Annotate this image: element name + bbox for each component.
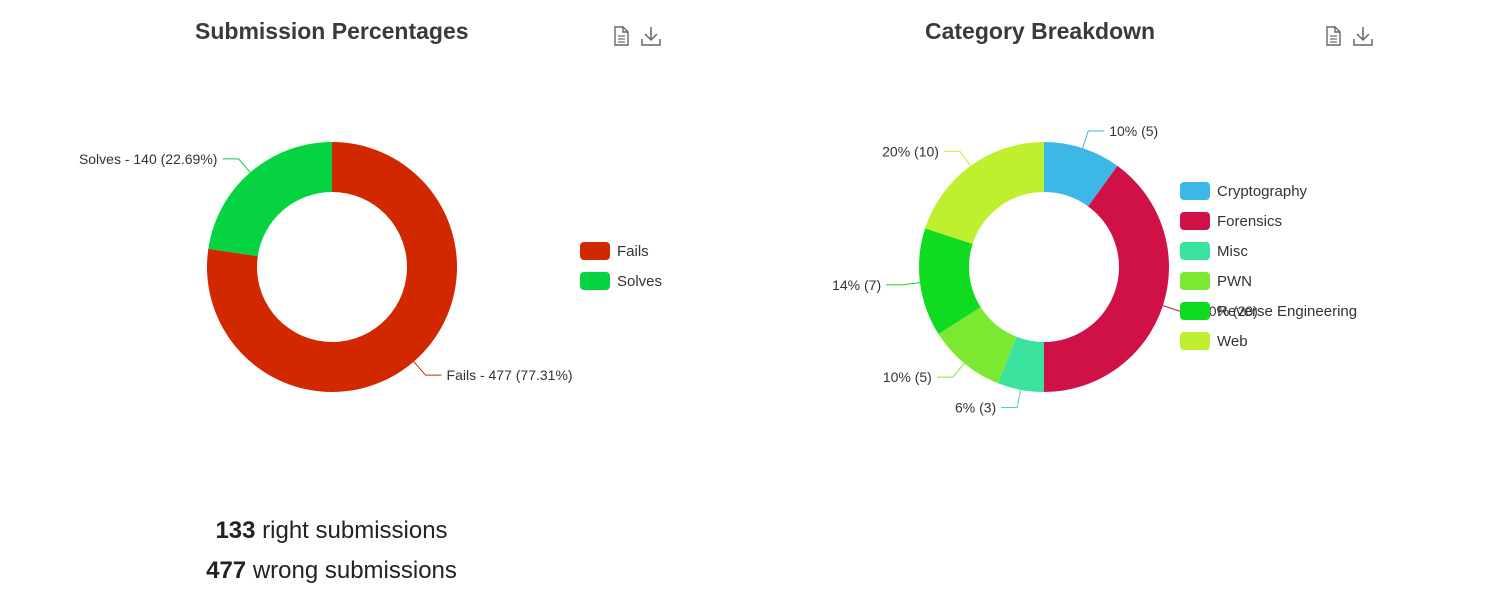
data-label-fails: Fails - 477 (77.31%) bbox=[447, 367, 573, 383]
right-submissions-count: 133 bbox=[215, 517, 256, 544]
slice-fails[interactable] bbox=[207, 142, 458, 392]
category-breakdown-panel: Category Breakdown 10% (5) 40% (20) 6% (3)… bbox=[740, 0, 1485, 602]
data-view-icon[interactable] bbox=[1322, 25, 1344, 47]
chart-title: Category Breakdown bbox=[925, 18, 1156, 44]
slice-pwn[interactable] bbox=[938, 307, 1017, 384]
label-line-reverse-engineering bbox=[886, 282, 921, 286]
label-line-web bbox=[943, 150, 971, 167]
chart-title: Submission Percentages bbox=[195, 18, 469, 44]
label-line-fails bbox=[413, 361, 442, 376]
right-submissions-summary: 133 right submissions bbox=[0, 517, 663, 545]
submission-percentages-panel: Submission Percentages Fails - 477 (77.3… bbox=[0, 0, 740, 602]
category-donut-chart: 10% (5) 40% (20) 6% (3) 10% (5) 14% (7) 20% (… bbox=[832, 123, 1357, 415]
data-label-cryptography: 10% (5) bbox=[1109, 123, 1158, 139]
wrong-submissions-label: wrong submissions bbox=[252, 557, 457, 584]
legend-swatch-misc[interactable] bbox=[1180, 242, 1210, 260]
data-label-forensics: 40% (20) bbox=[1201, 303, 1258, 319]
data-view-icon[interactable] bbox=[610, 25, 632, 47]
legend-label-reverse-engineering[interactable]: Reverse Engineering bbox=[1217, 303, 1357, 320]
slice-misc[interactable] bbox=[997, 336, 1044, 392]
slice-web[interactable] bbox=[925, 142, 1044, 244]
download-icon[interactable] bbox=[1352, 25, 1374, 47]
legend-label-forensics[interactable]: Forensics bbox=[1217, 213, 1282, 230]
legend-label-web[interactable]: Web bbox=[1217, 333, 1248, 350]
label-line-misc bbox=[1001, 389, 1022, 408]
wrong-submissions-count: 477 bbox=[206, 557, 247, 584]
legend-swatch-reverse-engineering[interactable] bbox=[1180, 302, 1210, 320]
slice-forensics[interactable] bbox=[1044, 165, 1169, 392]
legend-label-cryptography[interactable]: Cryptography bbox=[1217, 183, 1308, 200]
submission-donut-chart: Fails - 477 (77.31%) Solves - 140 (22.69%… bbox=[79, 142, 662, 392]
legend-label-misc[interactable]: Misc bbox=[1217, 243, 1248, 260]
legend-swatch-cryptography[interactable] bbox=[1180, 182, 1210, 200]
legend-swatch-pwn[interactable] bbox=[1180, 272, 1210, 290]
slice-cryptography[interactable] bbox=[1044, 142, 1118, 207]
data-label-reverse-engineering: 14% (7) bbox=[832, 277, 881, 293]
label-line-solves bbox=[222, 158, 251, 173]
right-submissions-label: right submissions bbox=[262, 517, 448, 544]
data-label-pwn: 10% (5) bbox=[883, 369, 932, 385]
download-icon[interactable] bbox=[640, 25, 662, 47]
data-label-web: 20% (10) bbox=[882, 143, 939, 159]
label-line-cryptography bbox=[1082, 130, 1105, 149]
data-label-misc: 6% (3) bbox=[955, 399, 996, 415]
legend-label-solves[interactable]: Solves bbox=[617, 273, 662, 290]
legend-label-fails[interactable]: Fails bbox=[617, 243, 649, 260]
legend-swatch-web[interactable] bbox=[1180, 332, 1210, 350]
data-label-solves: Solves - 140 (22.69%) bbox=[79, 151, 218, 167]
legend-swatch-solves[interactable] bbox=[580, 272, 610, 290]
legend-swatch-forensics[interactable] bbox=[1180, 212, 1210, 230]
slice-reverse-engineering[interactable] bbox=[919, 228, 981, 334]
legend-label-pwn[interactable]: PWN bbox=[1217, 273, 1252, 290]
wrong-submissions-summary: 477 wrong submissions bbox=[0, 557, 663, 585]
label-line-pwn bbox=[936, 362, 965, 378]
legend-swatch-fails[interactable] bbox=[580, 242, 610, 260]
slice-solves[interactable] bbox=[208, 142, 332, 257]
